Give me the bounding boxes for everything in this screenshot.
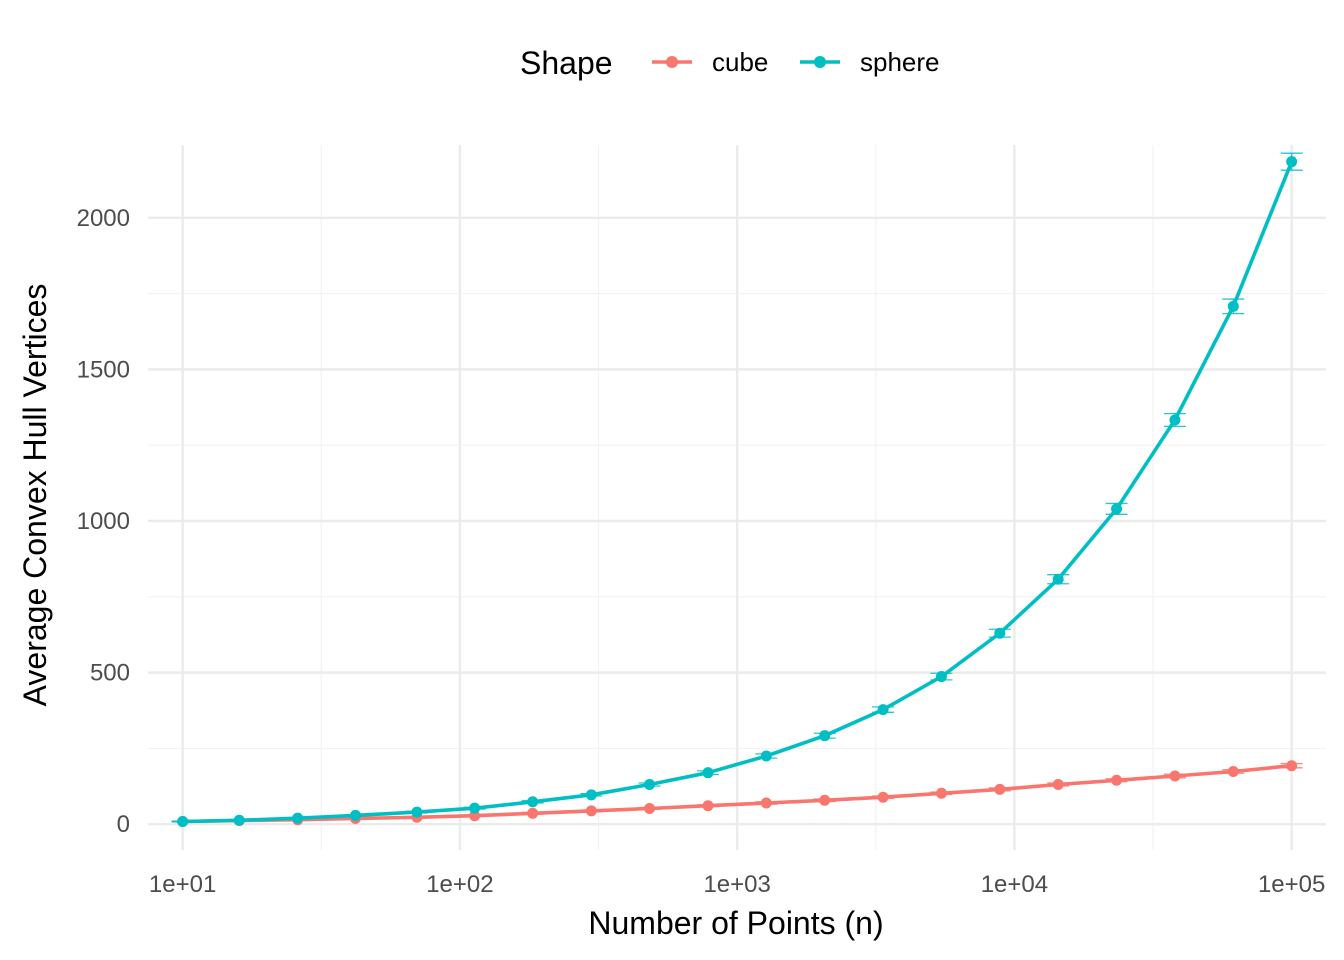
y-tick-label: 500 <box>90 660 130 687</box>
data-point-sphere <box>411 806 423 818</box>
data-point-cube <box>527 807 539 819</box>
data-point-sphere <box>819 730 831 742</box>
data-point-sphere <box>644 779 656 791</box>
data-point-sphere <box>349 809 361 821</box>
data-point-sphere <box>469 802 481 814</box>
y-axis-ticks: 0 500 1000 1500 2000 <box>77 205 130 838</box>
data-point-sphere <box>585 789 597 801</box>
data-point-cube <box>702 800 714 812</box>
data-point-cube <box>644 802 656 814</box>
legend-item-sphere: sphere <box>800 47 940 77</box>
data-point-cube <box>1111 774 1123 786</box>
x-tick-label: 1e+04 <box>981 871 1048 898</box>
data-point-sphere <box>292 812 304 824</box>
data-point-sphere <box>233 814 245 826</box>
y-tick-label: 0 <box>117 811 130 838</box>
data-point-sphere <box>1227 300 1239 312</box>
x-axis-ticks: 1e+01 1e+02 1e+03 1e+04 1e+05 <box>149 871 1325 898</box>
data-point-cube <box>935 787 947 799</box>
data-point-sphere <box>702 767 714 779</box>
data-point-sphere <box>935 671 947 683</box>
data-point-cube <box>1227 765 1239 777</box>
legend-label: cube <box>712 47 768 77</box>
y-tick-label: 1500 <box>77 356 130 383</box>
y-tick-label: 1000 <box>77 508 130 535</box>
x-tick-label: 1e+02 <box>426 871 493 898</box>
data-point-sphere <box>877 704 889 716</box>
data-point-sphere <box>1169 414 1181 426</box>
data-point-sphere <box>177 815 189 827</box>
x-axis-title: Number of Points (n) <box>588 905 883 941</box>
legend-label: sphere <box>860 47 940 77</box>
data-point-cube <box>469 810 481 822</box>
y-axis-title: Average Convex Hull Vertices <box>17 284 53 707</box>
series-line-sphere <box>180 159 1294 824</box>
data-point-sphere <box>994 627 1006 639</box>
legend: Shape cube sphere <box>520 45 940 81</box>
series-line-cube <box>180 763 1294 824</box>
data-point-cube <box>1052 779 1064 791</box>
data-point-cube <box>1169 770 1181 782</box>
data-point-cube <box>819 794 831 806</box>
y-tick-label: 2000 <box>77 205 130 232</box>
data-point-cube <box>760 797 772 809</box>
data-point-cube <box>994 783 1006 795</box>
legend-title: Shape <box>520 45 613 81</box>
legend-key-point <box>814 56 826 68</box>
series-sphere <box>171 152 1303 827</box>
data-point-sphere <box>527 796 539 808</box>
data-point-sphere <box>760 750 772 762</box>
data-point-sphere <box>1111 503 1123 515</box>
data-point-cube <box>877 791 889 803</box>
data-point-sphere <box>1286 156 1298 168</box>
x-tick-label: 1e+01 <box>149 871 216 898</box>
legend-key-point <box>666 56 678 68</box>
x-tick-label: 1e+03 <box>703 871 770 898</box>
data-point-sphere <box>1052 573 1064 585</box>
x-tick-label: 1e+05 <box>1258 871 1325 898</box>
legend-item-cube: cube <box>652 47 768 77</box>
grid-major <box>148 145 1326 850</box>
series-layer <box>171 152 1303 827</box>
data-point-cube <box>1286 760 1298 772</box>
data-point-cube <box>585 805 597 817</box>
